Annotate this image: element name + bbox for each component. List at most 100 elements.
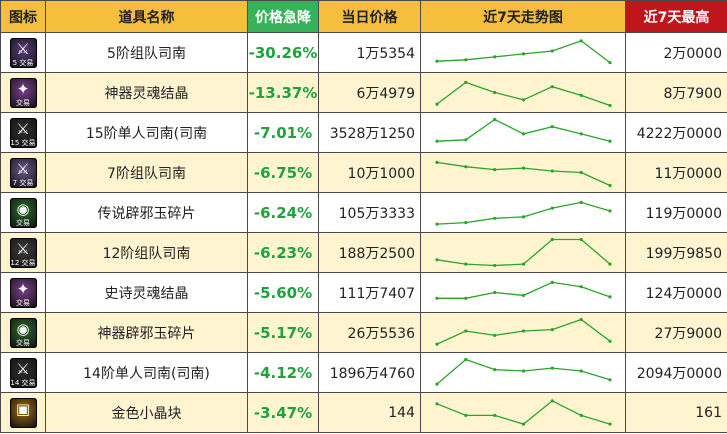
icon-glyph: ✦ <box>16 279 30 298</box>
soul-crystal-icon: ✦ 交易 <box>9 277 37 308</box>
trend-line <box>436 238 611 267</box>
item-name[interactable]: 14阶单人司南(司南) <box>45 352 248 393</box>
header-price-drop[interactable]: 价格急降 <box>247 0 319 33</box>
trend-point <box>435 222 439 226</box>
table-row[interactable]: ◉ 交易 神器辟邪玉碎片 -5.17% 26万5536 27万9000 <box>0 312 727 353</box>
trend-point <box>521 329 526 333</box>
icon-glyph: ⚔ <box>16 39 30 58</box>
trend-point <box>493 117 497 122</box>
header-7day-trend: 近7天走势图 <box>420 0 626 33</box>
max-price: 2094万0000 <box>625 352 727 393</box>
trend-point <box>493 55 497 59</box>
table-row[interactable]: ⚔ 14 交易 14阶单人司南(司南) -4.12% 1896万4760 2094万000… <box>0 352 727 393</box>
item-name[interactable]: 史诗灵魂结晶 <box>45 272 248 313</box>
trend-point <box>521 132 526 136</box>
item-name[interactable]: 12阶组队司南 <box>45 232 248 273</box>
icon-cell: ⚔ 7 交易 <box>0 152 46 193</box>
trend-point <box>493 290 497 295</box>
trend-point <box>608 139 612 143</box>
trend-point <box>608 378 612 382</box>
table-row[interactable]: ✦ 交易 史诗灵魂结晶 -5.60% 111万7407 124万0000 <box>0 272 727 313</box>
trend-point <box>608 61 612 65</box>
trend-point <box>493 90 497 95</box>
trend-sparkline <box>435 117 612 143</box>
trend-point <box>493 216 497 220</box>
price-drop-value: -5.60% <box>247 272 319 313</box>
trend-point <box>521 52 526 56</box>
trend-point <box>608 339 612 343</box>
header-row: 图标 道具名称 价格急降 当日价格 近7天走势图 近7天最高 <box>0 0 727 33</box>
trend-cell <box>420 312 626 353</box>
trend-sparkline <box>435 160 612 188</box>
today-price: 26万5536 <box>318 312 421 353</box>
price-drop-value: -6.24% <box>247 192 319 233</box>
item-name[interactable]: 15阶单人司南(司南 <box>45 112 248 153</box>
trend-line <box>436 81 611 107</box>
weapon-icon: ⚔ 7 交易 <box>9 157 37 188</box>
price-drop-value: -30.26% <box>247 32 319 73</box>
icon-glyph: ⚔ <box>16 239 30 258</box>
trend-point <box>608 422 612 426</box>
table-row[interactable]: ✦ 交易 神器灵魂结晶 -13.37% 6万4979 8万7900 <box>0 72 727 113</box>
trend-point <box>579 39 583 43</box>
trend-line <box>436 201 611 225</box>
trend-line <box>436 40 611 64</box>
trend-point <box>464 58 468 62</box>
trend-point <box>550 366 554 370</box>
today-price: 144 <box>318 392 421 433</box>
trend-point <box>435 139 439 143</box>
trend-cell <box>420 72 626 113</box>
table-row[interactable]: ◉ 交易 传说辟邪玉碎片 -6.24% 105万3333 119万0000 <box>0 192 727 233</box>
trade-tag: 交易 <box>16 338 30 347</box>
trend-sparkline <box>435 357 612 386</box>
trend-line <box>436 118 611 142</box>
table-row[interactable]: ⚔ 15 交易 15阶单人司南(司南 -7.01% 3528万1250 4222万0000 <box>0 112 727 153</box>
item-name[interactable]: 传说辟邪玉碎片 <box>45 192 248 233</box>
table-row[interactable]: ⚔ 5 交易 5阶组队司南 -30.26% 1万5354 2万0000 <box>0 32 727 73</box>
icon-cell: ⚔ 14 交易 <box>0 352 46 393</box>
trend-point <box>579 93 583 97</box>
trend-point <box>608 183 612 188</box>
item-name[interactable]: 金色小晶块 <box>45 392 248 433</box>
trend-point <box>550 169 554 173</box>
table-row[interactable]: ▣ 金色小晶块 -3.47% 144 161 <box>0 392 727 433</box>
icon-cell: ◉ 交易 <box>0 192 46 233</box>
header-today-price: 当日价格 <box>318 0 421 33</box>
jade-shard-icon: ◉ 交易 <box>9 197 37 228</box>
trend-cell <box>420 112 626 153</box>
trend-cell <box>420 392 626 433</box>
trend-sparkline <box>435 39 612 65</box>
price-drop-value: -3.47% <box>247 392 319 433</box>
table-row[interactable]: ⚔ 12 交易 12阶组队司南 -6.23% 188万2500 199万9850 <box>0 232 727 273</box>
trend-point <box>493 368 497 372</box>
weapon-icon: ⚔ 12 交易 <box>9 237 37 268</box>
item-name[interactable]: 7阶组队司南 <box>45 152 248 193</box>
icon-glyph: ▣ <box>15 399 31 418</box>
trend-point <box>579 170 583 175</box>
trend-point <box>608 209 612 213</box>
today-price: 10万1000 <box>318 152 421 193</box>
trend-point <box>521 215 526 219</box>
price-drop-value: -13.37% <box>247 72 319 113</box>
icon-glyph: ⚔ <box>16 159 30 178</box>
trend-point <box>464 329 468 333</box>
price-drop-value: -7.01% <box>247 112 319 153</box>
trade-tag: 7 交易 <box>12 178 34 187</box>
icon-cell: ▣ <box>0 392 46 433</box>
trend-point <box>435 59 439 63</box>
header-7day-max[interactable]: 近7天最高 <box>625 0 727 33</box>
max-price: 161 <box>625 392 727 433</box>
table-row[interactable]: ⚔ 7 交易 7阶组队司南 -6.75% 10万1000 11万0000 <box>0 152 727 193</box>
item-name[interactable]: 5阶组队司南 <box>45 32 248 73</box>
item-name[interactable]: 神器辟邪玉碎片 <box>45 312 248 353</box>
trend-point <box>579 369 583 373</box>
trade-tag: 12 交易 <box>10 258 36 267</box>
item-name[interactable]: 神器灵魂结晶 <box>45 72 248 113</box>
today-price: 1896万4760 <box>318 352 421 393</box>
trend-point <box>579 200 583 204</box>
trend-point <box>550 280 554 284</box>
max-price: 119万0000 <box>625 192 727 233</box>
trend-cell <box>420 32 626 73</box>
trade-tag: 5 交易 <box>12 58 34 67</box>
